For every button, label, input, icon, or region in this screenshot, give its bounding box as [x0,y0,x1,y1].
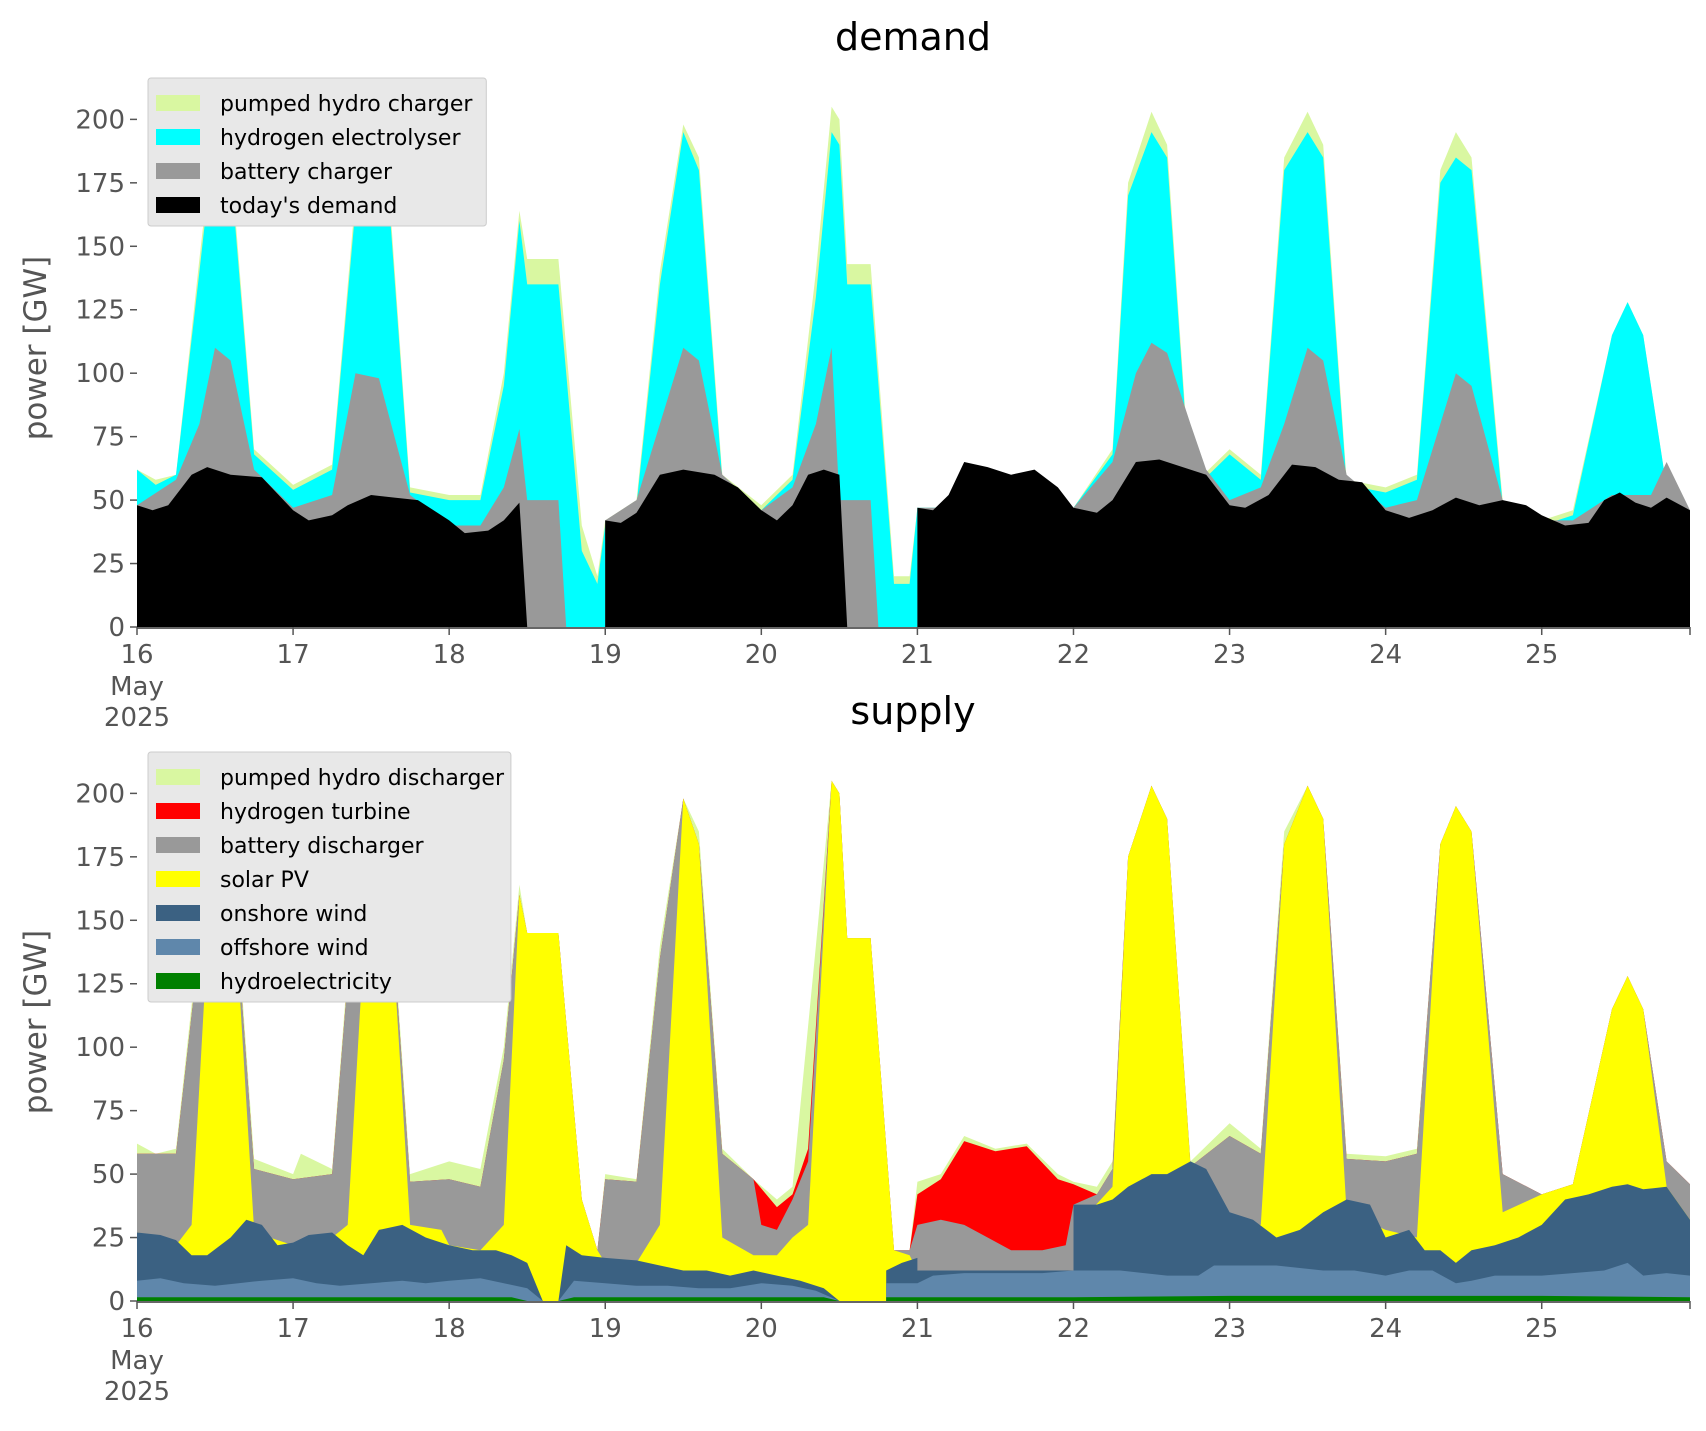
legend-label: pumped hydro discharger [220,766,505,791]
area-offshore-wind [137,1262,1690,1301]
axes-group: 0 25 50 75 100 125 150 175 200 16 17 18 19 20 21 22 23 24… [75,105,1691,733]
legend-label: onshore wind [220,902,367,927]
legend-swatch [156,197,200,213]
axes-group: 0 25 50 75 100 125 150 175 200 16 17 18 19 20 21 22 23 24… [75,779,1691,1407]
y-tick-label: 200 [75,105,125,135]
area-solar-pv [137,780,1690,1301]
y-tick-label: 50 [92,486,125,516]
y-tick-label: 0 [108,1287,125,1317]
legend-swatch [156,769,200,785]
x-tick-label: 24 [1369,1314,1402,1344]
y-tick-label: 0 [108,613,125,643]
supply-panel: supply power [GW] 0 25 50 75 100 125 150 175 200… [18,689,1691,1407]
legend-swatch [156,129,200,145]
legend-label: hydrogen turbine [220,800,411,825]
x-tick-date-label: May [110,1346,164,1376]
legend-swatch [156,163,200,179]
legend-label: offshore wind [220,936,369,961]
x-tick-label: 24 [1369,640,1402,670]
legend-label: hydroelectricity [220,970,392,995]
panel-title: demand [835,15,991,59]
legend-swatch [156,939,200,955]
area-today-s-demand [137,459,1690,627]
y-tick-label: 25 [92,1224,125,1254]
legend-label: today's demand [220,194,397,219]
legend-swatch [156,837,200,853]
x-tick-label: 19 [589,1314,622,1344]
x-tick-label: 23 [1213,640,1246,670]
legend-box [147,751,512,1003]
x-tick-label: 19 [589,640,622,670]
legend: pumped hydro charger hydrogen electrolyse… [147,77,487,227]
x-tick-label: 17 [277,640,310,670]
legend-label: battery discharger [220,834,425,859]
area-series-group [137,780,1690,1301]
area-onshore-wind [137,1161,1690,1301]
y-tick-label: 175 [75,169,125,199]
legend: pumped hydro discharger hydrogen turbine b… [147,751,512,1003]
y-tick-label: 100 [75,1033,125,1063]
y-tick-label: 100 [75,359,125,389]
x-tick-label: 25 [1525,1314,1558,1344]
y-tick-label: 175 [75,843,125,873]
y-axis-label: power [GW] [18,256,54,441]
legend-label: hydrogen electrolyser [220,126,461,151]
x-tick-label: 22 [1057,1314,1090,1344]
y-tick-label: 150 [75,906,125,936]
x-tick-label: 21 [901,640,934,670]
x-tick-label: 23 [1213,1314,1246,1344]
x-tick-label: 17 [277,1314,310,1344]
legend-swatch [156,871,200,887]
x-tick-date-label: 2025 [104,1377,170,1407]
y-tick-label: 75 [92,1097,125,1127]
legend-swatch [156,905,200,921]
x-tick-date-label: 2025 [104,703,170,733]
demand-panel: demand power [GW] 0 25 50 75 100 125 150 175 200… [18,15,1691,733]
panel-title: supply [850,689,975,733]
x-tick-label: 16 [120,640,153,670]
y-tick-label: 125 [75,296,125,326]
y-tick-label: 50 [92,1160,125,1190]
x-tick-date-label: May [110,672,164,702]
x-tick-label: 25 [1525,640,1558,670]
x-tick-label: 22 [1057,640,1090,670]
x-tick-label: 18 [433,640,466,670]
y-axis-label: power [GW] [18,930,54,1115]
area-series-group [137,106,1690,627]
legend-label: battery charger [220,160,393,185]
legend-swatch [156,803,200,819]
y-tick-label: 200 [75,779,125,809]
legend-swatch [156,95,200,111]
y-tick-label: 125 [75,970,125,1000]
x-tick-label: 20 [745,1314,778,1344]
area-hydroelectricity [137,1295,1690,1301]
y-tick-label: 25 [92,550,125,580]
x-tick-label: 18 [433,1314,466,1344]
x-tick-label: 16 [120,1314,153,1344]
legend-label: solar PV [220,868,309,893]
y-tick-label: 75 [92,423,125,453]
y-tick-label: 150 [75,232,125,262]
legend-box [147,77,487,227]
legend-swatch [156,973,200,989]
x-tick-label: 21 [901,1314,934,1344]
legend-label: pumped hydro charger [220,92,473,117]
x-tick-label: 20 [745,640,778,670]
